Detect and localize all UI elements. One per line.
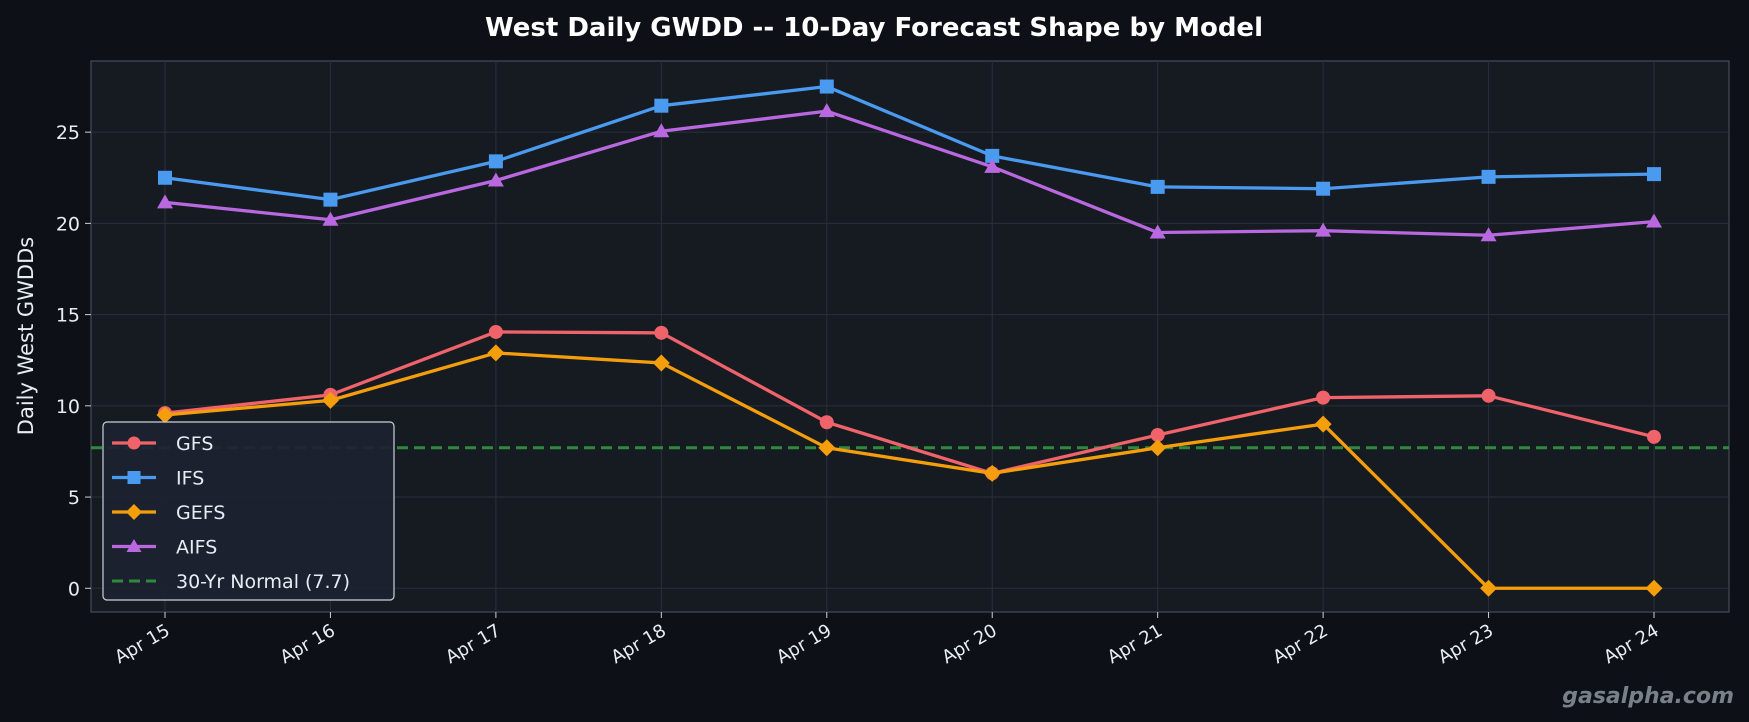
x-tick-label: Apr 16 [277,620,339,668]
marker-square [1481,169,1496,184]
legend-label: GEFS [176,502,225,524]
marker-diamond [1149,439,1167,457]
marker-triangle [818,103,835,118]
series-aifs [157,103,1662,242]
y-tick-label: 10 [56,396,80,418]
marker-triangle [1315,222,1332,237]
x-axis: Apr 15 Apr 16 Apr 17 Apr 18 Apr 19 Apr 20 Apr … [111,612,1663,668]
marker-diamond [1480,579,1498,597]
x-tick-label: Apr 17 [442,620,504,668]
legend-label: 30-Yr Normal (7.7) [176,571,350,593]
x-tick-label: Apr 15 [111,620,173,668]
y-tick-label: 25 [56,122,80,144]
x-tick-label: Apr 19 [773,620,835,668]
legend-label: IFS [176,468,204,490]
marker-square [323,192,338,207]
series-line [164,351,1654,590]
legend-item: GFS [112,433,213,455]
marker-triangle [1480,227,1497,242]
marker-square [1316,181,1331,196]
marker-diamond [1314,415,1332,433]
x-tick-label: Apr 18 [608,620,670,668]
marker-square [488,154,503,169]
marker-circle [654,325,669,340]
marker-triangle [157,194,173,209]
y-axis: 0 5 10 15 20 25 [56,122,91,600]
marker-diamond [126,504,142,520]
marker-triangle [984,158,1001,173]
marker-diamond [652,354,670,372]
x-tick-label: Apr 21 [1104,620,1166,668]
legend-item: AIFS [112,537,217,559]
marker-triangle [322,211,339,226]
marker-circle [1481,388,1496,403]
x-tick-label: Apr 20 [938,620,1000,668]
legend-item: IFS [112,468,204,490]
legend-item: GEFS [112,502,225,524]
y-tick-label: 15 [56,305,80,327]
series-line [164,109,1655,237]
y-tick-label: 20 [56,213,80,235]
marker-circle [127,436,141,450]
legend-box [102,421,395,601]
legend-label: GFS [176,433,213,455]
marker-diamond [156,406,174,424]
marker-triangle [487,172,504,187]
marker-square [654,98,669,113]
chart-title: West Daily GWDD -- 10-Day Forecast Shape… [485,13,1263,43]
y-tick-label: 5 [68,487,80,509]
marker-circle [1150,428,1165,443]
series-gefs [156,344,1663,597]
watermark: gasalpha.com [1562,684,1734,709]
legend-item: 30-Yr Normal (7.7) [112,571,350,593]
series-line [164,84,1655,202]
marker-square [1150,179,1165,194]
marker-circle [488,324,503,339]
series-ifs [158,79,1661,207]
marker-circle [1316,390,1331,405]
legend-label: AIFS [176,537,217,559]
marker-circle [819,415,834,430]
x-tick-label: Apr 22 [1269,620,1331,668]
marker-diamond [487,344,505,362]
marker-square [158,170,172,185]
marker-circle [1647,429,1661,444]
x-tick-label: Apr 24 [1600,620,1662,668]
marker-triangle [1646,213,1662,228]
marker-square [1647,167,1661,182]
marker-diamond [321,391,339,409]
marker-square [819,79,834,94]
y-axis-label: Daily West GWDDs [14,237,38,435]
y-tick-label: 0 [68,578,80,600]
marker-triangle [653,123,670,138]
x-tick-label: Apr 23 [1435,620,1497,668]
marker-diamond [1645,579,1663,597]
marker-diamond [983,464,1001,482]
marker-square [985,148,1000,163]
marker-triangle [1149,224,1166,239]
marker-diamond [818,439,836,457]
marker-triangle [126,539,142,552]
series-line [164,330,1655,475]
marker-square [127,471,141,484]
series-group [156,79,1663,597]
legend: GFS IFS GEFS AIFS 30-Yr Normal (7.7) [102,421,395,601]
